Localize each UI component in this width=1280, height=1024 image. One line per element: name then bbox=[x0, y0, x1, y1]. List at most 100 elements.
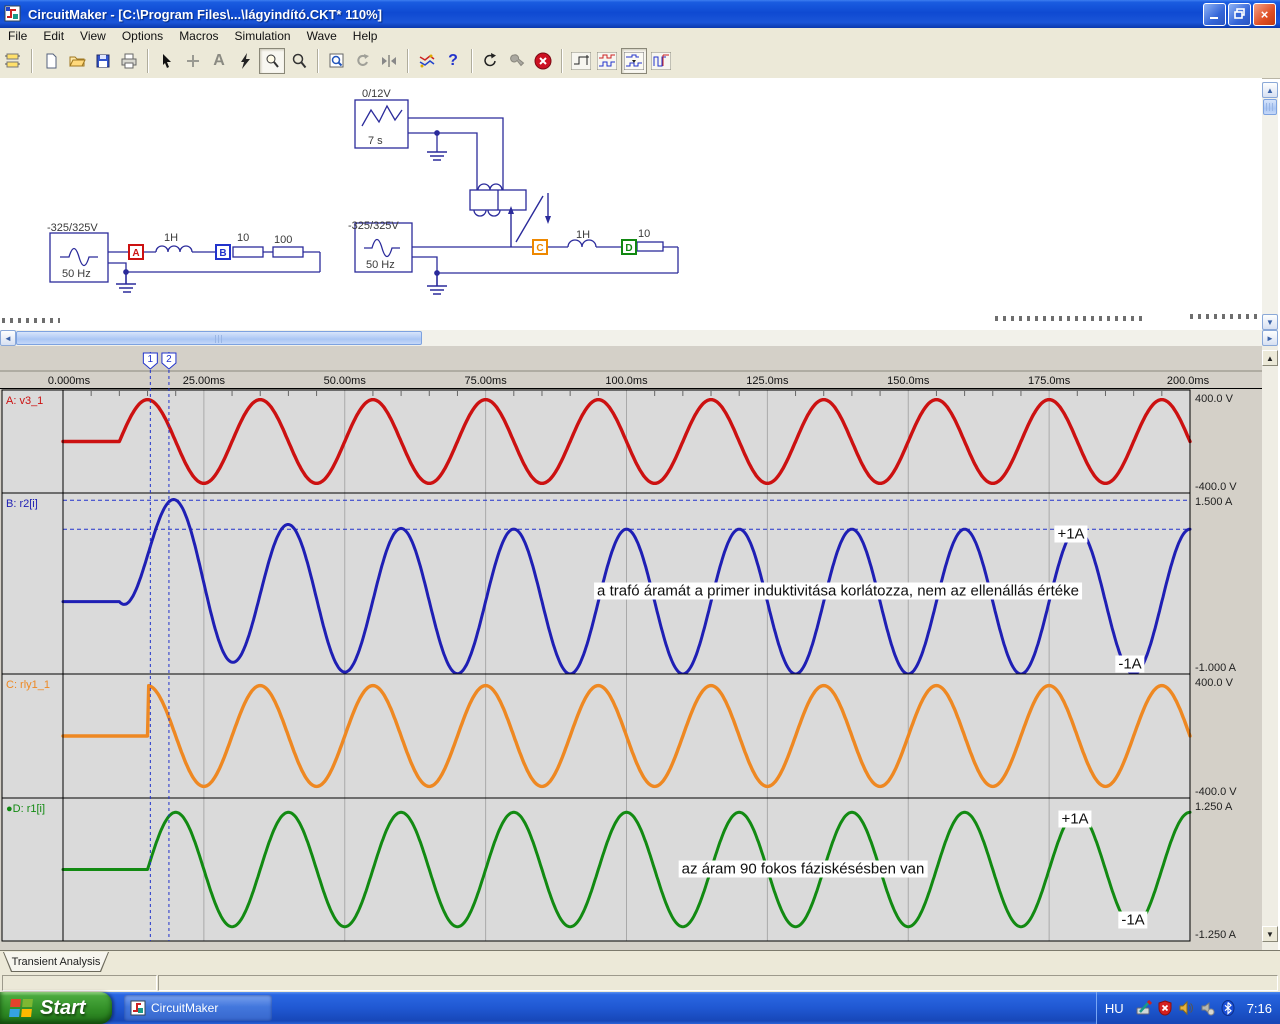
v-scroll-thumb[interactable] bbox=[1263, 99, 1277, 115]
window-title: CircuitMaker - [C:\Program Files\...\lág… bbox=[28, 6, 382, 22]
component-label-left-inductor: 1H bbox=[164, 232, 178, 244]
component-label-right-resistor: 10 bbox=[638, 228, 650, 240]
muted-speaker-icon[interactable] bbox=[1199, 1000, 1216, 1017]
select-cursor-icon[interactable] bbox=[155, 49, 179, 73]
clipped-text-fragment bbox=[2, 318, 60, 323]
probe-b[interactable]: B bbox=[219, 248, 226, 259]
stop-simulation-icon[interactable] bbox=[531, 49, 555, 73]
magnify-icon[interactable] bbox=[287, 49, 311, 73]
cursor-flag-1[interactable] bbox=[142, 352, 158, 370]
menu-item-options[interactable]: Options bbox=[121, 29, 164, 43]
tools-wrench-icon[interactable] bbox=[505, 49, 529, 73]
scroll-down-icon[interactable]: ▼ bbox=[1262, 314, 1278, 330]
component-label-right-source-range: -325/325V bbox=[348, 220, 399, 232]
y-scale-max-label: 400.0 V bbox=[1195, 677, 1234, 689]
task-button-circuitmaker[interactable]: CircuitMaker bbox=[124, 995, 272, 1021]
menu-bar: File Edit View Options Macros Simulation Wave H… bbox=[0, 28, 1280, 44]
y-scale-min-label: -1.000 A bbox=[1195, 662, 1237, 674]
task-label: CircuitMaker bbox=[151, 1001, 219, 1015]
parts-browser-icon[interactable] bbox=[1, 49, 25, 73]
menu-item-file[interactable]: File bbox=[8, 29, 28, 43]
split-view-icon[interactable] bbox=[377, 49, 401, 73]
wave-scroll-down-icon[interactable]: ▼ bbox=[1262, 926, 1278, 942]
waveform-viewer[interactable]: 0.000ms 25.00ms 50.00ms 75.00ms 100.0ms 125.0… bbox=[0, 346, 1262, 950]
trace-d bbox=[61, 810, 1192, 929]
trace-label[interactable]: ●D: r1[i] bbox=[6, 803, 45, 815]
zoom-window-icon[interactable] bbox=[325, 49, 349, 73]
circuitmaker-task-icon bbox=[130, 1000, 146, 1016]
restore-button[interactable] bbox=[1228, 2, 1251, 26]
new-file-icon[interactable] bbox=[39, 49, 63, 73]
security-alert-icon[interactable] bbox=[1157, 1000, 1174, 1017]
scroll-up-icon[interactable]: ▲ bbox=[1262, 82, 1278, 98]
tablet-pen-icon[interactable] bbox=[1136, 1000, 1153, 1017]
schematic-h-scrollbar[interactable]: ◄ ► bbox=[0, 330, 1278, 346]
clipped-text-fragment bbox=[995, 316, 1145, 321]
menu-item-help[interactable]: Help bbox=[352, 29, 378, 43]
component-label-left-source-freq: 50 Hz bbox=[62, 268, 91, 280]
place-plus-icon[interactable] bbox=[181, 49, 205, 73]
schematic-canvas[interactable]: -325/325V 50 Hz 1H 10 100 0/12V 7 s -325/325V 50… bbox=[0, 78, 1270, 330]
schematic-labels: -325/325V 50 Hz 1H 10 100 0/12V 7 s -325/325V 50… bbox=[47, 88, 650, 280]
mixed-scope-icon[interactable] bbox=[649, 49, 673, 73]
schematic-probes: A B C D bbox=[128, 239, 637, 260]
scope-add-trace-icon[interactable] bbox=[569, 49, 593, 73]
tab-transient-analysis[interactable]: Transient Analysis bbox=[3, 952, 109, 972]
trace-label[interactable]: A: v3_1 bbox=[6, 395, 43, 407]
clipped-text-fragment bbox=[1190, 314, 1270, 319]
x-axis-tick-label: 25.00ms bbox=[183, 375, 226, 387]
tab-label: Transient Analysis bbox=[11, 955, 101, 968]
mixed-sim-icon[interactable] bbox=[415, 49, 439, 73]
x-axis-tick-label: 0.000ms bbox=[48, 375, 91, 387]
scroll-right-icon[interactable]: ► bbox=[1262, 330, 1278, 346]
volume-icon[interactable] bbox=[1178, 1000, 1195, 1017]
minimize-button[interactable] bbox=[1203, 2, 1226, 26]
analog-scope-icon[interactable] bbox=[621, 48, 647, 74]
rotate-icon[interactable] bbox=[351, 49, 375, 73]
menu-item-edit[interactable]: Edit bbox=[43, 29, 65, 43]
start-button[interactable]: Start bbox=[0, 992, 112, 1024]
toolbar: A ? bbox=[0, 44, 1280, 79]
menu-item-view[interactable]: View bbox=[80, 29, 106, 43]
schematic-v-scrollbar[interactable]: ▲ ▼ bbox=[1262, 82, 1278, 330]
print-icon[interactable] bbox=[117, 49, 141, 73]
help-icon[interactable]: ? bbox=[448, 52, 458, 69]
digital-scope-icon[interactable] bbox=[595, 49, 619, 73]
close-button[interactable]: × bbox=[1253, 2, 1276, 26]
trace-label[interactable]: C: rly1_1 bbox=[6, 679, 50, 691]
component-label-ramp-source-range: 0/12V bbox=[362, 88, 391, 100]
menu-item-wave[interactable]: Wave bbox=[306, 29, 337, 43]
probe-d[interactable]: D bbox=[625, 243, 632, 254]
component-label-left-source-range: -325/325V bbox=[47, 222, 98, 234]
probe-a[interactable]: A bbox=[132, 248, 139, 259]
trace-b bbox=[61, 498, 1192, 676]
y-scale-max-label: 1.250 A bbox=[1195, 801, 1233, 813]
menu-item-simulation[interactable]: Simulation bbox=[234, 29, 291, 43]
save-file-icon[interactable] bbox=[91, 49, 115, 73]
reset-simulation-icon[interactable] bbox=[479, 49, 503, 73]
zoom-tool-icon[interactable] bbox=[259, 48, 285, 74]
clock[interactable]: 7:16 bbox=[1246, 1000, 1272, 1016]
component-label-left-resistor-2: 100 bbox=[274, 234, 292, 246]
app-icon bbox=[4, 5, 21, 22]
windows-logo-icon bbox=[9, 999, 33, 1017]
menu-item-macros[interactable]: Macros bbox=[179, 29, 219, 43]
open-file-icon[interactable] bbox=[65, 49, 89, 73]
wave-scroll-up-icon[interactable]: ▲ bbox=[1262, 350, 1278, 366]
cursor-flag-2[interactable] bbox=[161, 352, 177, 370]
cursor-flag-label: 1 bbox=[148, 354, 154, 365]
component-label-right-source-freq: 50 Hz bbox=[366, 259, 395, 271]
bluetooth-icon[interactable] bbox=[1220, 1000, 1237, 1017]
trace-label[interactable]: B: r2[i] bbox=[6, 498, 38, 510]
wave-v-scrollbar[interactable]: ▲ ▼ bbox=[1262, 346, 1278, 950]
delete-tool-icon[interactable] bbox=[233, 49, 257, 73]
schematic-drawing: -325/325V 50 Hz 1H 10 100 0/12V 7 s -325/325V 50… bbox=[47, 88, 679, 295]
text-tool-icon[interactable]: A bbox=[213, 52, 225, 69]
scroll-left-icon[interactable]: ◄ bbox=[0, 330, 16, 346]
system-tray: HU 7:16 bbox=[1095, 992, 1280, 1024]
h-scroll-thumb[interactable] bbox=[16, 331, 422, 345]
language-indicator[interactable]: HU bbox=[1104, 1000, 1124, 1016]
probe-c[interactable]: C bbox=[536, 243, 543, 254]
start-label: Start bbox=[40, 996, 86, 1019]
